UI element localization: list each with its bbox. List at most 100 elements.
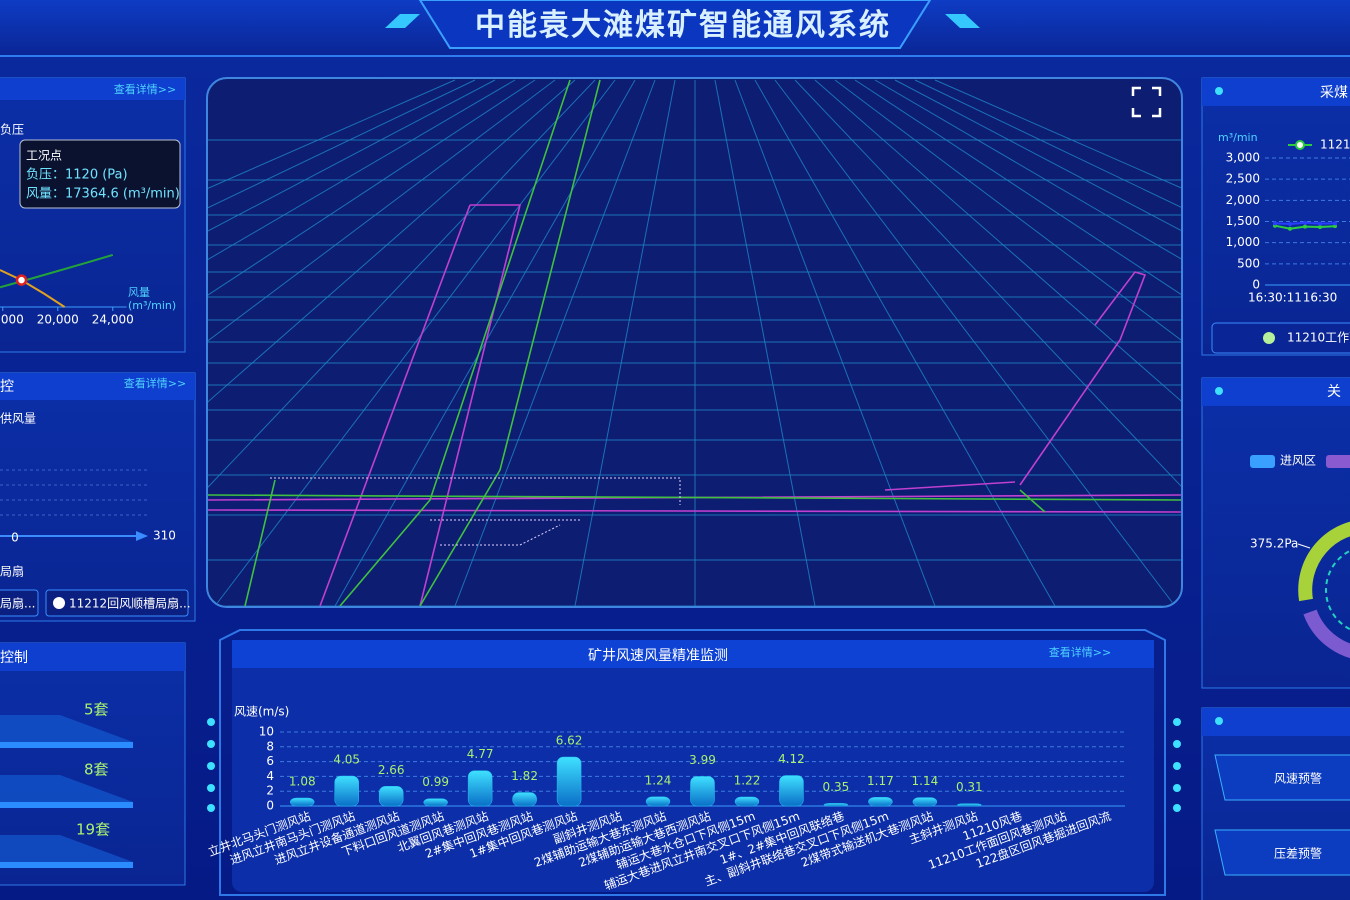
tunnel — [208, 79, 1181, 606]
legend-marker — [1295, 140, 1305, 150]
section-label: 局扇 — [0, 564, 24, 579]
panel-header — [0, 643, 185, 671]
point — [1303, 224, 1307, 229]
header-dot — [1215, 717, 1223, 725]
button-label: 风速预警 — [1274, 771, 1322, 786]
dot — [207, 804, 215, 812]
item-count: 5套 — [84, 701, 109, 719]
bar — [734, 796, 760, 807]
bar — [378, 786, 404, 807]
panel-header — [0, 78, 185, 100]
item-bar — [0, 802, 133, 808]
button-label: 局扇... — [0, 596, 35, 611]
panel — [232, 640, 1154, 892]
series-line — [0, 269, 66, 308]
detail-link[interactable]: 查看详情>> — [124, 376, 186, 390]
bar — [556, 756, 582, 807]
gauge-label: 375.2Pa — [1250, 537, 1298, 551]
status-dot — [53, 597, 65, 609]
point — [1303, 220, 1307, 225]
y-tick-label: 6 — [266, 754, 274, 768]
fullscreen-button[interactable] — [1131, 86, 1162, 118]
point — [1288, 222, 1292, 227]
button-label: 压差预警 — [1274, 846, 1322, 861]
grid-line-3d — [208, 79, 476, 606]
detail-link[interactable]: 查看详情>> — [1049, 645, 1111, 659]
grid-line-3d — [794, 79, 1181, 606]
y-tick-label: 3,000 — [1226, 151, 1260, 165]
x-tick-label: 16,000 — [0, 313, 24, 327]
panel-header — [1202, 708, 1350, 736]
value-label: 1.22 — [734, 773, 761, 787]
value-label: 1.82 — [511, 769, 538, 783]
fan-button[interactable] — [45, 589, 189, 617]
x-tick-label: 24,000 — [92, 313, 134, 327]
bar — [645, 796, 671, 807]
x-axis-label: 风量 — [128, 286, 150, 299]
fan-button[interactable] — [0, 589, 39, 617]
y-tick-label: 2,000 — [1226, 193, 1260, 207]
dot — [1173, 804, 1181, 812]
warning-button[interactable] — [1214, 754, 1350, 801]
panel-header — [1202, 378, 1350, 406]
legend-label[interactable]: 进风区 — [1280, 454, 1316, 468]
value-label: 4.12 — [778, 752, 805, 766]
y-tick-label: 10 — [259, 725, 274, 739]
header-deco — [945, 14, 980, 28]
y-tick-label: 1,000 — [1226, 235, 1260, 249]
chart-title: 矿井风速风量精准监测 — [588, 648, 728, 664]
grid-line-3d — [914, 79, 1181, 606]
dot — [207, 784, 215, 792]
header-dot — [1215, 87, 1223, 95]
x-tick-label: 16:30 — [1303, 291, 1338, 305]
dot — [1173, 762, 1181, 770]
tunnel — [270, 477, 681, 546]
dot — [1173, 718, 1181, 726]
y-tick-label: 2,500 — [1226, 172, 1260, 186]
panel-header — [1202, 78, 1350, 106]
detail-link[interactable]: 查看详情>> — [114, 82, 176, 96]
y-tick-label: 8 — [266, 739, 274, 753]
bar — [823, 803, 849, 807]
item-count: 8套 — [84, 761, 109, 779]
gauge-pointer — [1297, 543, 1311, 549]
panel-button[interactable] — [1211, 322, 1350, 354]
frame-dots — [207, 718, 1181, 812]
panel-header — [0, 373, 195, 400]
tooltip-line: 负压：1120 (Pa) — [26, 168, 128, 183]
gauge-arc — [1303, 609, 1350, 659]
bar — [957, 803, 982, 807]
operating-point — [15, 274, 28, 286]
y-axis-label: 负压 — [0, 123, 24, 137]
y-axis-label: 风速(m/s) — [234, 705, 289, 719]
point — [1318, 221, 1322, 226]
panel — [0, 372, 196, 622]
grid-line-3d — [814, 79, 1181, 606]
grid-line-3d — [574, 79, 676, 606]
value-label: 0.99 — [422, 775, 449, 789]
point — [1333, 221, 1337, 226]
y-tick-label: 0 — [1252, 278, 1260, 292]
value-label: 4.05 — [333, 753, 360, 767]
gauge-ring — [1325, 549, 1350, 631]
item-deco — [0, 775, 133, 802]
legend-swatch — [1326, 455, 1350, 468]
grid-line-3d — [208, 79, 516, 606]
grid-line-3d — [854, 79, 1181, 606]
warning-button[interactable] — [1214, 829, 1350, 876]
x-axis-label: (m³/min) — [128, 299, 176, 312]
value-label: 6.62 — [556, 734, 583, 748]
grid-line-3d — [208, 79, 536, 606]
dot — [1173, 784, 1181, 792]
y-tick-label: 2 — [266, 784, 274, 798]
y-tick-label: 1,500 — [1226, 214, 1260, 228]
dot — [207, 740, 215, 748]
page-title: 中能袁大滩煤矿智能通风系统 — [475, 8, 891, 43]
value-label: 0.35 — [823, 780, 850, 794]
bar — [334, 775, 359, 807]
panel-title: 控 — [0, 379, 14, 395]
panel-title: 关 — [1327, 384, 1341, 400]
button-label: 11210工作面 — [1287, 331, 1350, 345]
x-tick-label: 16:30:11 — [1248, 291, 1302, 305]
